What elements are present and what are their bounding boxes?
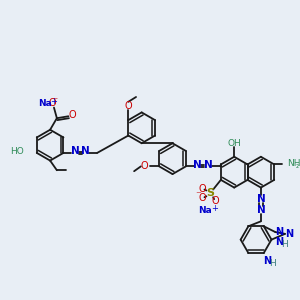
Text: ⁻: ⁻ xyxy=(195,190,201,200)
Text: NH: NH xyxy=(287,159,300,168)
Text: +: + xyxy=(212,204,218,213)
Text: N: N xyxy=(285,229,293,239)
Text: ⁻: ⁻ xyxy=(52,96,58,106)
Text: +: + xyxy=(50,97,57,106)
Text: ₂: ₂ xyxy=(296,161,298,170)
Text: O: O xyxy=(48,98,56,108)
Text: N: N xyxy=(193,160,202,170)
Text: O: O xyxy=(211,196,219,206)
Text: N: N xyxy=(81,146,90,156)
Text: O: O xyxy=(199,184,206,194)
Text: O: O xyxy=(199,193,206,203)
Text: Na: Na xyxy=(38,99,52,108)
Text: Na: Na xyxy=(199,206,212,215)
Text: N: N xyxy=(275,227,283,237)
Text: N: N xyxy=(204,160,212,170)
Text: N: N xyxy=(71,146,80,156)
Text: N: N xyxy=(256,194,265,204)
Text: N: N xyxy=(275,237,283,247)
Text: H: H xyxy=(280,240,287,249)
Text: O: O xyxy=(124,101,132,111)
Text: OH: OH xyxy=(227,139,241,148)
Text: O: O xyxy=(141,161,148,171)
Text: N: N xyxy=(256,205,265,215)
Text: N: N xyxy=(264,256,272,266)
Text: O: O xyxy=(68,110,76,120)
Text: H: H xyxy=(269,259,276,268)
Text: S: S xyxy=(206,188,214,198)
Text: HO: HO xyxy=(11,147,24,156)
